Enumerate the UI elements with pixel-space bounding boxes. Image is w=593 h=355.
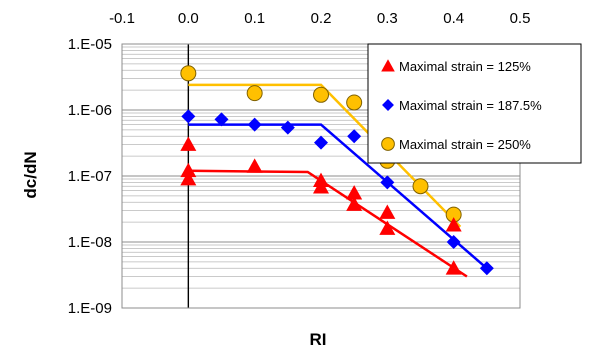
y-tick-labels: 1.E-09 1.E-08 1.E-07 1.E-06 1.E-05	[68, 36, 112, 317]
legend-marker	[382, 99, 394, 111]
data-point-diamond	[479, 261, 494, 276]
legend: Maximal strain = 125% Maximal strain = 18…	[367, 43, 582, 164]
y-tick-label: 1.E-08	[68, 234, 112, 251]
data-point-diamond	[446, 235, 461, 249]
legend-label: Maximal strain = 187.5%	[399, 98, 542, 113]
data-point-diamond	[380, 175, 395, 190]
x-tick-label: 0.3	[377, 10, 398, 27]
x-tick-label: 0.2	[311, 10, 332, 27]
trend-line	[188, 83, 462, 228]
x-tick-label: 0.5	[510, 10, 531, 27]
x-tick-labels: -0.1 0.0 0.1 0.2 0.3 0.4 0.5	[109, 10, 530, 27]
data-points	[180, 65, 494, 276]
y-axis-title: dc/dN	[21, 151, 40, 198]
data-point-circle	[246, 85, 263, 102]
data-point-triangle	[246, 158, 263, 173]
legend-marker	[381, 59, 395, 72]
data-point-circle	[313, 86, 329, 103]
data-point-diamond	[214, 112, 229, 127]
trend-lines	[188, 83, 488, 278]
y-tick-label: 1.E-07	[68, 168, 112, 185]
legend-label: Maximal strain = 250%	[399, 137, 531, 152]
data-point-triangle	[445, 217, 462, 232]
data-point-circle	[346, 94, 363, 111]
legend-label: Maximal strain = 125%	[399, 59, 531, 74]
data-point-triangle	[379, 220, 396, 235]
y-tick-label: 1.E-05	[68, 36, 112, 53]
x-tick-label: 0.4	[443, 10, 464, 27]
data-point-triangle	[346, 185, 363, 200]
legend-marker	[381, 137, 395, 151]
data-point-triangle	[180, 136, 197, 151]
legend-box	[367, 43, 582, 164]
x-tick-label: -0.1	[109, 10, 135, 27]
trend-line	[188, 169, 468, 278]
data-point-circle	[412, 178, 429, 195]
data-point-diamond	[314, 135, 328, 150]
data-point-triangle	[379, 204, 396, 219]
x-axis-title: RI	[310, 330, 327, 349]
x-tick-label: 0.1	[244, 10, 265, 27]
trend-line	[188, 123, 488, 270]
y-tick-label: 1.E-06	[68, 102, 112, 119]
data-point-triangle	[445, 260, 462, 275]
data-point-circle	[180, 65, 197, 82]
data-point-diamond	[280, 120, 295, 135]
x-tick-label: 0.0	[178, 10, 199, 27]
data-point-triangle	[346, 196, 363, 211]
data-point-diamond	[247, 117, 262, 132]
data-point-triangle	[180, 162, 197, 178]
plot-border	[121, 43, 521, 309]
data-point-diamond	[181, 109, 196, 124]
data-point-diamond	[347, 129, 362, 144]
y-tick-label: 1.E-09	[68, 300, 112, 317]
data-point-triangle	[313, 179, 329, 194]
data-point-triangle	[180, 171, 197, 186]
